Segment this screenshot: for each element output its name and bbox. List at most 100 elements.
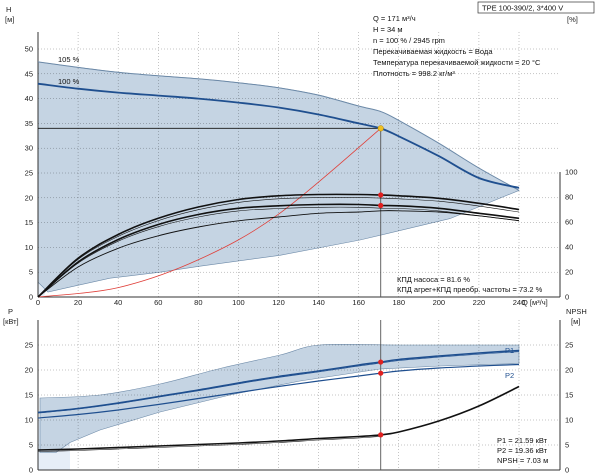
p-tick-label: 10 [25,416,33,425]
h-tick-label: 30 [25,144,33,153]
p2-curve [37,363,520,419]
eta-total-companion [37,206,520,298]
h-tick-label: 5 [29,268,33,277]
p-tick-label: 25 [25,341,33,350]
curve-label-105: 105 % [58,55,80,64]
eta-tick-label: 60 [565,218,573,227]
h-tick-label: 20 [25,193,33,202]
p-tick-label: 20 [25,366,33,375]
h-tick-label: 40 [25,94,33,103]
eta-tick-label: 0 [565,293,569,302]
eta-tick-label: 40 [565,243,573,252]
npsh-axis-label: NPSH [566,307,587,316]
npsh-tick-label: 5 [565,441,569,450]
eta-ticks: 0 20 40 60 80 100 [565,168,578,302]
h-tick-label: 10 [25,243,33,252]
q-axis-label: Q [м³/ч] [522,298,548,307]
curve-label-p1: P1 [505,346,514,355]
eta-axis-unit: [%] [567,15,578,24]
p-tick-label: 15 [25,391,33,400]
q-tick-label: 220 [473,298,486,307]
curve-label-p2: P2 [505,371,514,380]
h-tick-label: 0 [29,293,33,302]
eta-pump-curve [37,193,520,298]
info-line-temp: Температура перекачиваемой жидкости = 20… [373,58,541,67]
p-axis-label: P [8,307,13,316]
q-tick-label: 40 [114,298,122,307]
npsh-result: NPSH = 7.03 м [497,456,548,465]
p-axis-unit: [кВт] [3,317,19,326]
q-tick-label: 140 [312,298,325,307]
model-title-text: TPE 100-390/2, 3*400 V [482,4,563,13]
q-tick-label: 60 [154,298,162,307]
duty-point [377,125,384,132]
q-tick-label: 240 [513,298,526,307]
bottom-grid [38,320,560,470]
p2-result: P2 = 19.36 кВт [497,446,548,455]
h-axis-label: H [6,5,11,14]
npsh-tick-label: 15 [565,391,573,400]
eta-marker-2 [378,202,384,209]
info-line-h: H = 34 м [373,25,403,34]
npsh-tick-label: 25 [565,341,573,350]
npsh-marker [378,432,384,438]
p1-marker [378,359,384,365]
eta-tick-label: 20 [565,268,573,277]
p-tick-label: 0 [29,466,33,474]
npsh-tick-label: 10 [565,416,573,425]
p1-curve [37,349,520,414]
model-title: TPE 100-390/2, 3*400 V [477,1,595,14]
bottom-panel: P [кВт] NPSH [м] 0 5 10 15 20 25 0 5 10 15 20 25 P… [3,307,587,474]
eta-tick-label: 100 [565,168,578,177]
eta-marker-1 [378,192,384,198]
power-results: P1 = 21.59 кВт P2 = 19.36 кВт NPSH = 7.0… [497,436,548,465]
npsh-companion [37,436,381,452]
h-tick-label: 25 [25,169,33,178]
model-title-box [477,1,595,14]
duty-info: Q = 171 м³/ч H = 34 м n = 100 % / 2945 r… [373,14,541,78]
h-axis-unit: [м] [5,15,14,24]
npsh-curve [37,385,520,451]
efficiency-info: КПД насоса = 81.6 % КПД агрег+КПД преобр… [397,275,543,294]
q-ticks: 0 20 40 60 80 100 120 140 160 180 200 220 240 [36,298,525,307]
curve-label-100: 100 % [58,77,80,86]
q-tick-label: 200 [433,298,446,307]
bottom-curves [37,320,520,470]
info-line-q: Q = 171 м³/ч [373,14,416,23]
q-tick-label: 160 [352,298,365,307]
npsh-ticks: 0 5 10 15 20 25 [565,341,573,474]
p-ticks: 0 5 10 15 20 25 [25,341,33,474]
info-line-liquid: Перекачиваемая жидкость = Вода [373,47,493,56]
info-line-density: Плотность = 998.2 кг/м³ [373,69,455,78]
q-tick-label: 20 [74,298,82,307]
p1-result: P1 = 21.59 кВт [497,436,548,445]
h-tick-label: 35 [25,119,33,128]
bottom-envelope [38,343,520,470]
h-ticks: 0 5 10 15 20 25 30 35 40 45 50 [25,45,33,302]
npsh-tick-label: 20 [565,366,573,375]
npsh-axis-unit: [м] [571,317,580,326]
p-tick-label: 5 [29,441,33,450]
p1-companion [37,351,520,414]
h-tick-label: 50 [25,45,33,54]
q-tick-label: 0 [36,298,40,307]
q-tick-label: 100 [232,298,245,307]
p2-marker [378,370,384,376]
h-tick-label: 15 [25,218,33,227]
pump-efficiency: КПД насоса = 81.6 % [397,275,470,284]
q-tick-label: 80 [194,298,202,307]
top-curves [37,61,520,298]
eta-pump-companion [37,197,520,298]
bottom-envelope-area [39,343,520,453]
unit-efficiency: КПД агрег+КПД преобр. частоты = 73.2 % [397,285,543,294]
q-tick-label: 120 [272,298,285,307]
eta-tick-label: 80 [565,193,573,202]
q-tick-label: 180 [392,298,405,307]
eta-lower-curve [37,210,520,298]
system-curve [37,128,381,298]
info-line-speed: n = 100 % / 2945 rpm [373,36,445,45]
h-curve-105 [37,61,520,191]
eta-total-curve [37,203,520,298]
